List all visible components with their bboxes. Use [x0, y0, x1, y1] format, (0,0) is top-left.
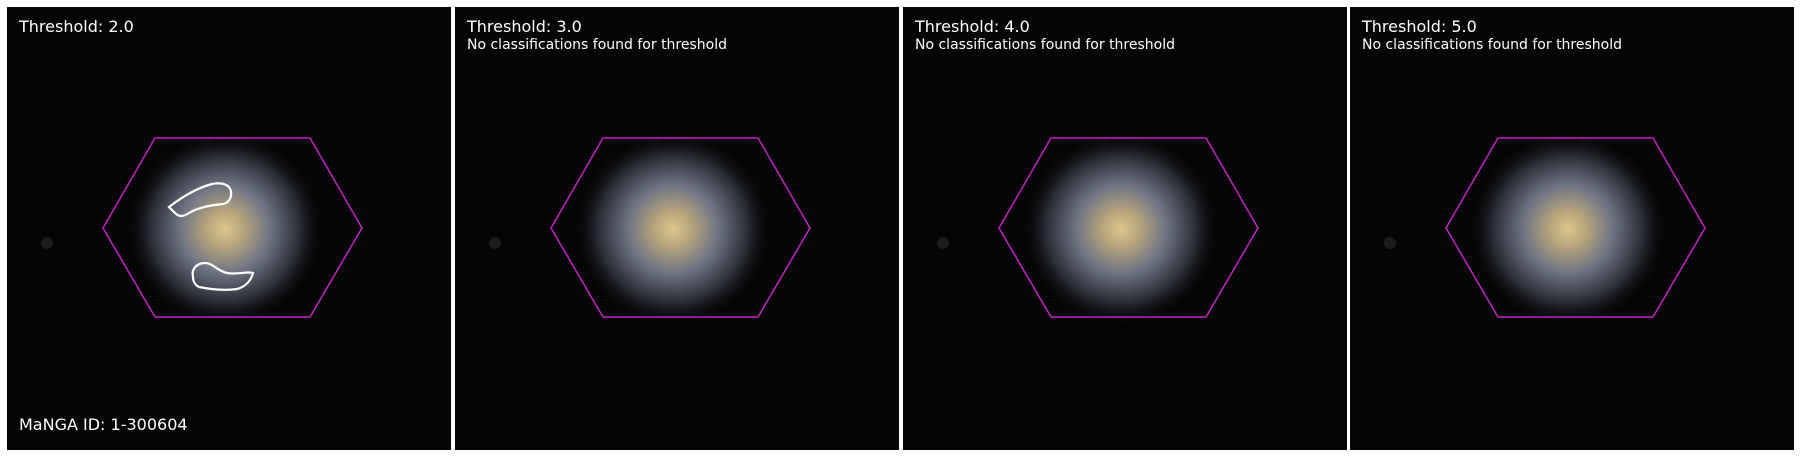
faint-source [1384, 237, 1396, 249]
galaxy [1021, 131, 1221, 327]
panel-title: Threshold: 4.0 [915, 17, 1030, 36]
no-classifications-note: No classifications found for threshold [467, 37, 727, 53]
faint-source [937, 237, 949, 249]
classification-contours [167, 182, 255, 291]
galaxy-image [455, 7, 899, 450]
faint-source [41, 237, 53, 249]
ifu-hexagon [102, 137, 363, 318]
galaxy-image [903, 7, 1347, 450]
image-panel-threshold-3: Threshold: 3.0 No classifications found … [455, 7, 899, 450]
no-classifications-note: No classifications found for threshold [915, 37, 1175, 53]
manga-id-label: MaNGA ID: 1-300604 [19, 415, 188, 434]
galaxy-image [7, 7, 451, 450]
faint-source [489, 237, 501, 249]
contour-upper [167, 182, 233, 218]
panel-title: Threshold: 5.0 [1362, 17, 1477, 36]
ifu-hexagon [1445, 137, 1706, 318]
panel-title: Threshold: 3.0 [467, 17, 582, 36]
galaxy [125, 131, 325, 327]
ifu-hexagon [998, 137, 1259, 318]
panel-title: Threshold: 2.0 [19, 17, 134, 36]
no-classifications-note: No classifications found for threshold [1362, 37, 1622, 53]
contour-lower [191, 261, 255, 291]
galaxy [1468, 131, 1668, 327]
image-panel-threshold-4: Threshold: 4.0 No classifications found … [903, 7, 1347, 450]
galaxy [573, 131, 773, 327]
galaxy-image [1350, 7, 1794, 450]
ifu-hexagon [550, 137, 811, 318]
image-panel-threshold-2: Threshold: 2.0 MaNGA ID: 1-300604 [7, 7, 451, 450]
image-panel-threshold-5: Threshold: 5.0 No classifications found … [1350, 7, 1794, 450]
